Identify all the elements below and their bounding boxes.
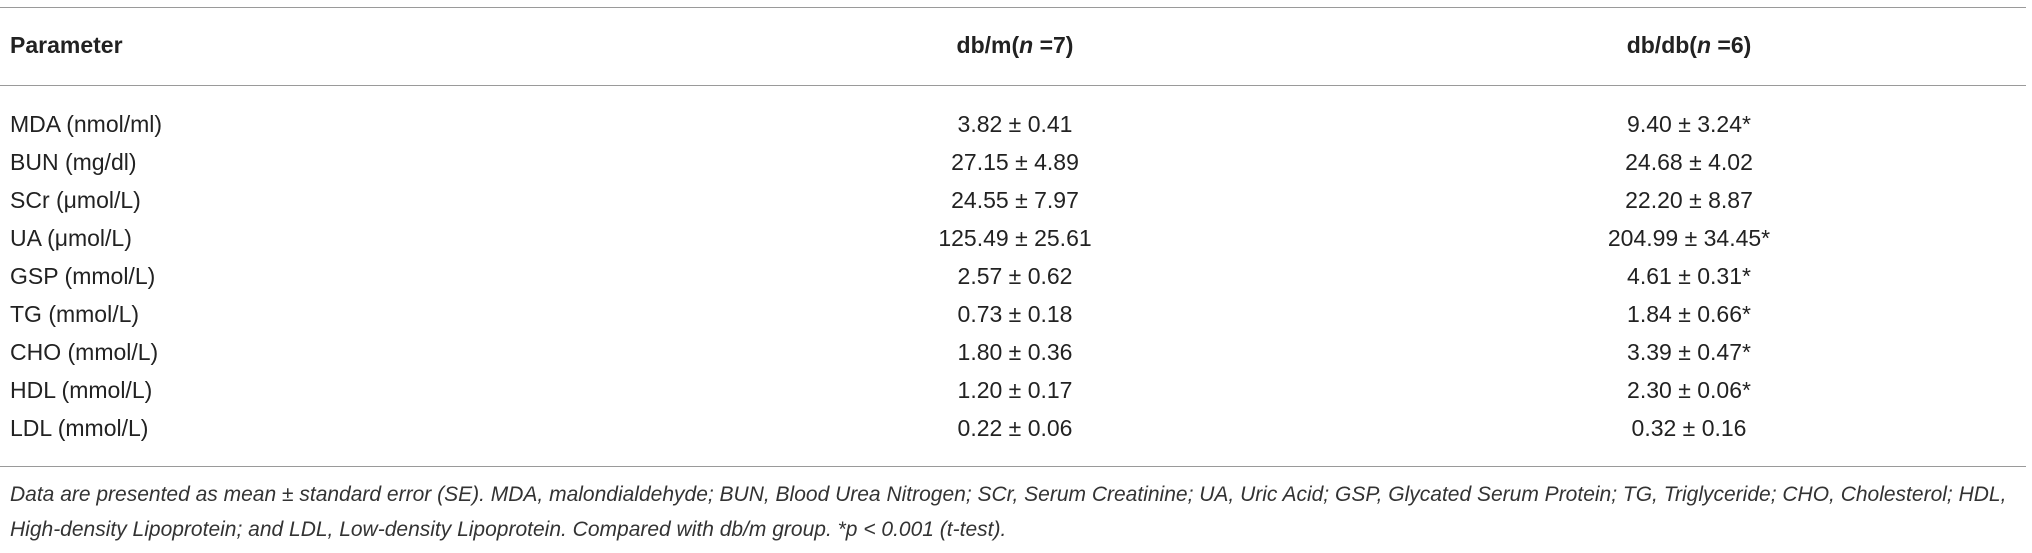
value: 125.49 ± 25.61	[938, 225, 1092, 251]
value: 2.57 ± 0.62	[957, 263, 1073, 289]
value: 4.61 ± 0.31*	[1627, 263, 1751, 289]
value: 0.22 ± 0.06	[957, 415, 1073, 441]
header-text: Parameter	[10, 32, 123, 58]
header-cell: Parameter	[10, 31, 123, 59]
parameter: HDL (mmol/L)	[10, 377, 153, 403]
value: 1.84 ± 0.66*	[1627, 301, 1751, 327]
parameter: SCr (μmol/L)	[10, 187, 141, 213]
bottom-rule	[0, 466, 2026, 467]
value: 22.20 ± 8.87	[1625, 187, 1753, 213]
value: 9.40 ± 3.24*	[1627, 111, 1751, 137]
header-text: n	[1019, 32, 1034, 58]
footnote: Data are presented as mean ± standard er…	[10, 483, 2007, 541]
parameter: UA (μmol/L)	[10, 225, 132, 251]
value: 204.99 ± 34.45*	[1607, 225, 1771, 251]
parameter: MDA (nmol/ml)	[10, 111, 163, 137]
value: 1.80 ± 0.36	[957, 339, 1073, 365]
value: 24.68 ± 4.02	[1625, 149, 1753, 175]
parameter: BUN (mg/dl)	[10, 149, 137, 175]
header-cell: db/m(n =7)	[957, 31, 1074, 59]
header-text: n	[1696, 32, 1712, 58]
value: 0.73 ± 0.18	[957, 301, 1073, 327]
value: 3.82 ± 0.41	[957, 111, 1073, 137]
value: 27.15 ± 4.89	[951, 149, 1079, 175]
value: 1.20 ± 0.17	[957, 377, 1073, 403]
header-text: =7)	[1033, 32, 1074, 58]
parameter: LDL (mmol/L)	[10, 415, 149, 441]
parameter: GSP (mmol/L)	[10, 263, 156, 289]
header-text: =6)	[1711, 32, 1752, 58]
parameter: TG (mmol/L)	[10, 301, 140, 327]
top-rule	[0, 7, 2026, 8]
value: 24.55 ± 7.97	[951, 187, 1079, 213]
value: 3.39 ± 0.47*	[1627, 339, 1751, 365]
header-text: db/m(	[956, 32, 1020, 58]
parameter: CHO (mmol/L)	[10, 339, 159, 365]
value: 2.30 ± 0.06*	[1627, 377, 1751, 403]
header-rule	[0, 85, 2026, 86]
header-text: db/db(	[1626, 32, 1697, 58]
header-cell: db/db(n =6)	[1627, 31, 1752, 59]
value: 0.32 ± 0.16	[1631, 415, 1747, 441]
